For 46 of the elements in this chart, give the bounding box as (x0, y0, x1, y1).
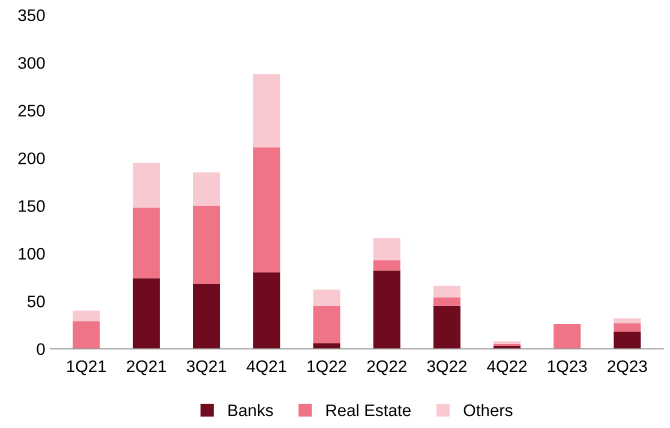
bar (192, 284, 220, 349)
bar (253, 74, 280, 148)
legend-label: Real Estate (326, 404, 411, 416)
y-tick-label: 200 (18, 152, 45, 164)
bar (192, 172, 220, 206)
y-tick-label: 100 (18, 248, 45, 260)
bar (614, 323, 641, 332)
bar (253, 272, 280, 349)
x-tick-label: 1Q23 (548, 360, 587, 376)
y-tick-label: 300 (18, 57, 45, 69)
bar (554, 324, 581, 349)
y-tick-label: 250 (18, 104, 45, 117)
bar (433, 306, 460, 349)
x-tick-label: 2Q22 (367, 360, 406, 376)
bar (72, 310, 100, 322)
bar (192, 206, 220, 284)
y-tick-label: 350 (18, 9, 45, 22)
x-tick-label: 3Q21 (186, 360, 226, 376)
bar (614, 332, 641, 349)
bar (494, 341, 521, 344)
x-tick-label: 4Q21 (246, 360, 286, 376)
bar (313, 306, 340, 344)
y-tick-label: 150 (18, 200, 45, 212)
bar (373, 260, 400, 271)
bar (313, 343, 340, 349)
bar (433, 286, 460, 298)
x-tick-label: 1Q21 (67, 360, 106, 376)
x-tick-label: 4Q22 (487, 360, 527, 376)
bar (433, 297, 460, 306)
x-tick-label: 2Q23 (608, 360, 647, 376)
bar (253, 148, 280, 273)
bar (373, 238, 400, 260)
bar (72, 321, 100, 349)
bar (313, 290, 340, 306)
legend-label: Banks (228, 404, 273, 416)
bar (132, 278, 160, 349)
bar (132, 162, 160, 208)
bar (373, 270, 400, 349)
bar (132, 208, 160, 278)
bar (614, 318, 641, 324)
y-tick-label: 50 (28, 296, 45, 308)
x-tick-label: 2Q21 (126, 360, 166, 376)
x-tick-label: 1Q22 (308, 360, 346, 376)
y-tick-label: 0 (36, 343, 45, 356)
legend-label: Others (464, 404, 512, 416)
x-tick-label: 3Q22 (427, 360, 466, 376)
